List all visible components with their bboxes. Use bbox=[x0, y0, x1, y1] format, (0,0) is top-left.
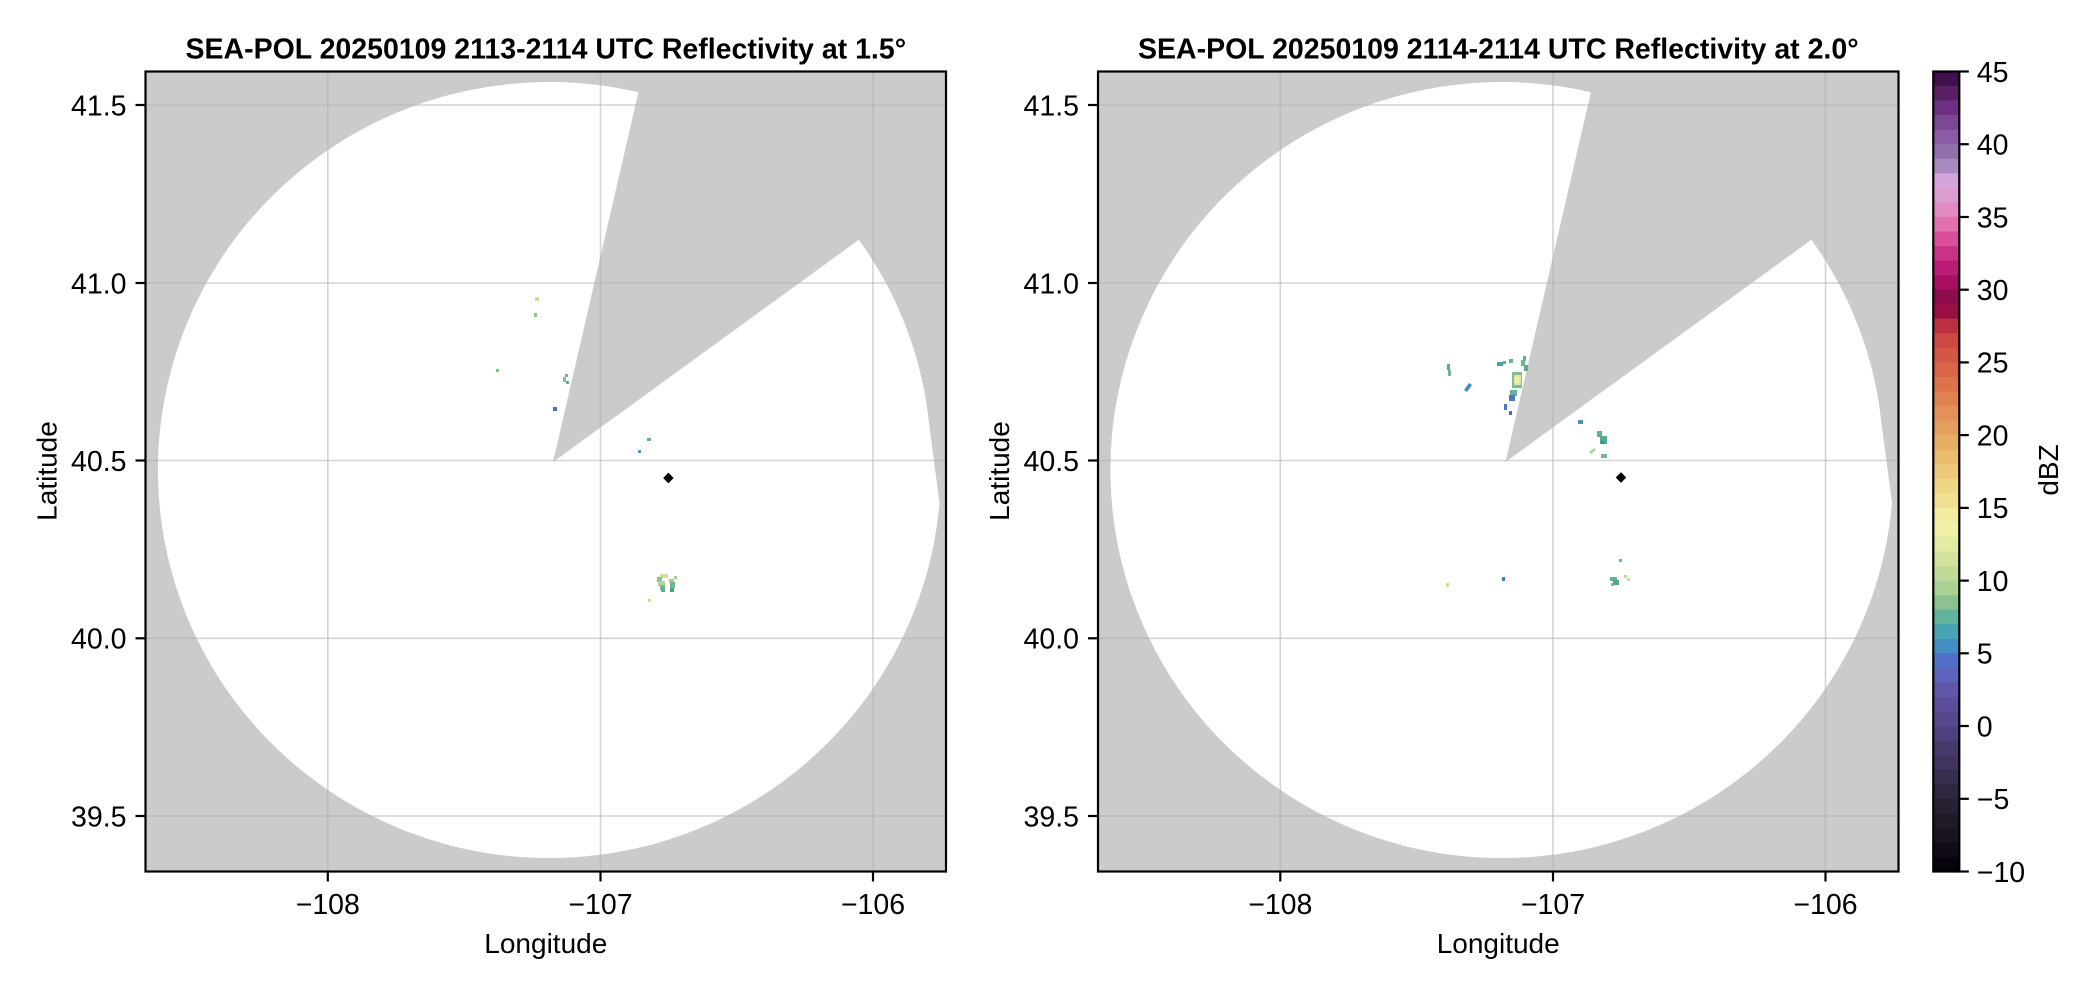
svg-text:0: 0 bbox=[1977, 711, 1993, 743]
svg-text:45: 45 bbox=[1977, 57, 2009, 89]
svg-text:dBZ: dBZ bbox=[2033, 444, 2064, 495]
svg-text:−5: −5 bbox=[1977, 784, 2010, 816]
svg-text:−10: −10 bbox=[1977, 857, 2025, 889]
svg-text:15: 15 bbox=[1977, 493, 2009, 525]
svg-text:25: 25 bbox=[1977, 348, 2009, 380]
svg-text:40.0: 40.0 bbox=[71, 624, 126, 656]
svg-text:SEA-POL 20250109 2113-2114 UTC: SEA-POL 20250109 2113-2114 UTC Reflectiv… bbox=[185, 34, 906, 66]
svg-text:5: 5 bbox=[1977, 639, 1993, 671]
svg-text:40: 40 bbox=[1977, 130, 2009, 162]
svg-text:41.0: 41.0 bbox=[71, 268, 126, 300]
svg-text:SEA-POL 20250109 2114-2114 UTC: SEA-POL 20250109 2114-2114 UTC Reflectiv… bbox=[1138, 34, 1859, 66]
svg-text:30: 30 bbox=[1977, 275, 2009, 307]
svg-text:41.5: 41.5 bbox=[1024, 90, 1079, 122]
svg-text:Latitude: Latitude bbox=[984, 421, 1015, 521]
svg-text:Longitude: Longitude bbox=[1437, 928, 1560, 959]
svg-text:41.0: 41.0 bbox=[1024, 268, 1079, 300]
svg-text:40.5: 40.5 bbox=[1024, 446, 1079, 478]
svg-text:−107: −107 bbox=[568, 889, 632, 921]
svg-text:39.5: 39.5 bbox=[71, 801, 126, 833]
svg-text:−106: −106 bbox=[841, 889, 905, 921]
svg-text:40.5: 40.5 bbox=[71, 446, 126, 478]
svg-text:41.5: 41.5 bbox=[71, 90, 126, 122]
svg-text:−107: −107 bbox=[1521, 889, 1585, 921]
svg-text:−108: −108 bbox=[296, 889, 360, 921]
svg-text:10: 10 bbox=[1977, 566, 2009, 598]
svg-text:35: 35 bbox=[1977, 202, 2009, 234]
svg-text:39.5: 39.5 bbox=[1024, 801, 1079, 833]
svg-text:40.0: 40.0 bbox=[1024, 624, 1079, 656]
svg-text:Latitude: Latitude bbox=[32, 421, 63, 521]
svg-text:−106: −106 bbox=[1793, 889, 1857, 921]
svg-text:Longitude: Longitude bbox=[484, 928, 607, 959]
svg-text:20: 20 bbox=[1977, 420, 2009, 452]
svg-text:−108: −108 bbox=[1248, 889, 1312, 921]
